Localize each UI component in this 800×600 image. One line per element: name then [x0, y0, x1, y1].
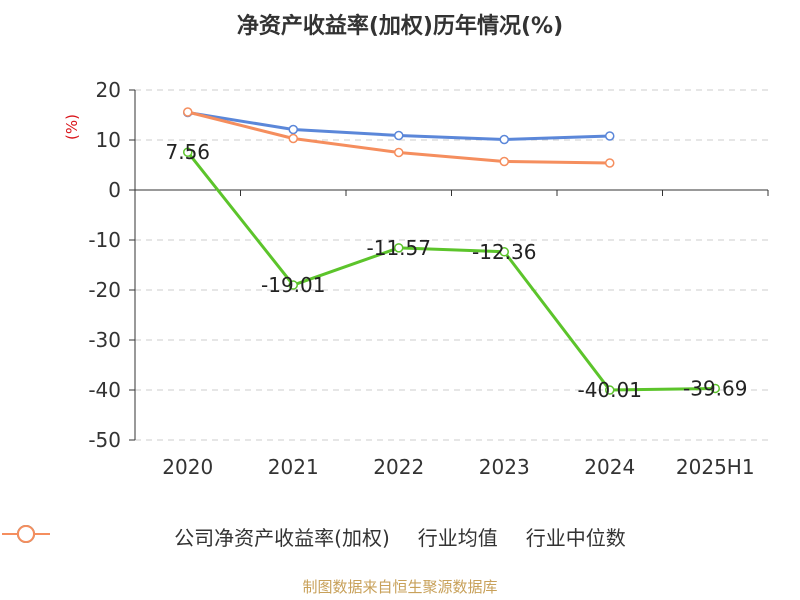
data-label: -40.01: [578, 378, 642, 402]
x-tick-label: 2023: [479, 455, 530, 479]
y-tick-label: 0: [108, 178, 121, 202]
y-tick-label: -20: [88, 278, 121, 302]
data-point: [394, 147, 404, 158]
y-tick-label: -30: [88, 328, 121, 352]
data-label: -19.01: [261, 273, 325, 297]
source-note: 制图数据来自恒生聚源数据库: [302, 578, 498, 596]
legend-item[interactable]: 行业中位数: [2, 522, 626, 551]
data-point: [499, 247, 509, 257]
data-point: [183, 147, 193, 157]
data-point: [288, 133, 298, 144]
y-tick-label: -50: [88, 428, 121, 452]
x-tick-label: 2021: [268, 455, 319, 479]
data-label: -11.57: [367, 236, 431, 260]
data-point: [605, 158, 615, 168]
chart-legend: 公司净资产收益率(加权) 行业均值 行业中位数: [0, 522, 800, 551]
data-point: [710, 383, 720, 394]
y-tick-label: 20: [96, 78, 121, 102]
x-tick-label: 2024: [584, 455, 635, 479]
data-point: [288, 280, 298, 290]
legend-item[interactable]: 行业均值: [2, 522, 498, 551]
x-tick-label: 2025H1: [676, 455, 755, 479]
x-tick-label: 2020: [162, 455, 213, 479]
data-label: -39.69: [683, 376, 747, 400]
x-tick-label: 2022: [373, 455, 424, 479]
data-point: [605, 385, 615, 395]
y-tick-label: -10: [88, 228, 121, 252]
chart-title: 净资产收益率(加权)历年情况(%): [236, 14, 564, 39]
legend-label: 公司净资产收益率(加权): [174, 526, 390, 550]
legend-label: 行业中位数: [525, 526, 626, 550]
data-point: [288, 124, 298, 135]
y-tick-label: -40: [88, 378, 121, 402]
data-point: [183, 107, 193, 117]
legend-label: 行业均值: [417, 526, 498, 550]
data-point: [605, 131, 615, 141]
data-point: [394, 243, 404, 253]
data-label: 7.56: [165, 140, 210, 164]
data-point: [499, 134, 509, 145]
y-tick-label: 10: [96, 128, 121, 152]
data-label: -12.36: [472, 240, 536, 264]
legend-item[interactable]: 公司净资产收益率(加权): [2, 522, 390, 551]
legend-marker-icon: [2, 525, 50, 543]
series-line: [186, 151, 716, 392]
data-point: [394, 130, 404, 141]
y-axis-label: (%): [63, 114, 81, 140]
data-point: [499, 156, 509, 167]
